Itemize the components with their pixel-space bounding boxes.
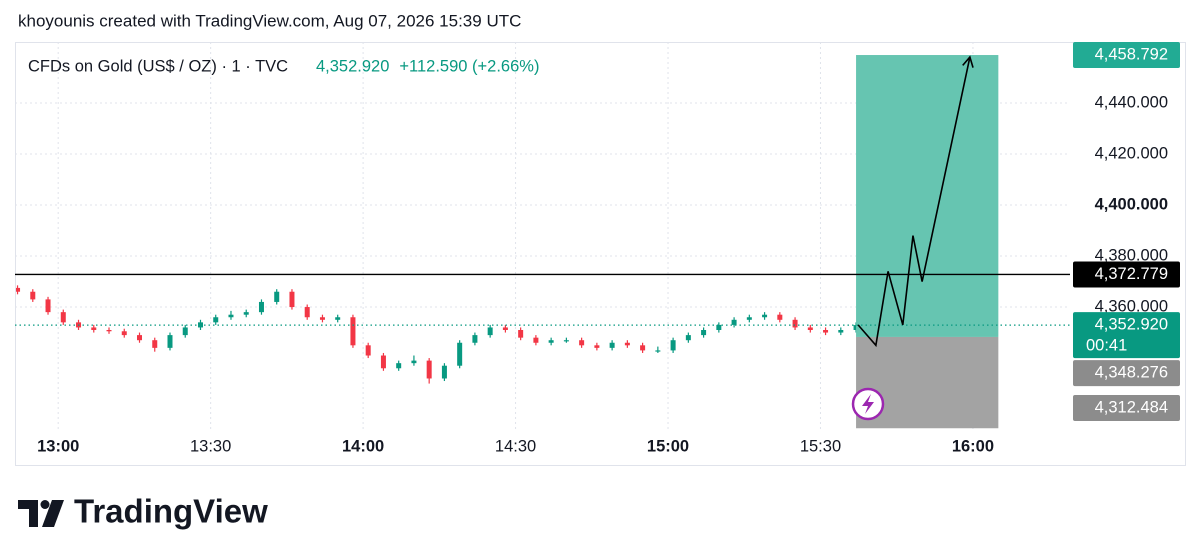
projection-path	[857, 56, 971, 348]
candle-body	[563, 340, 569, 342]
candle-body	[380, 355, 386, 369]
candle-body	[91, 327, 97, 331]
chart-frame	[15, 42, 1186, 466]
y-tick-label: 4,380.000	[1095, 246, 1168, 264]
y-tick-label: 4,420.000	[1095, 144, 1168, 162]
candle-body	[289, 291, 295, 308]
candle-body	[838, 330, 844, 333]
candle-body	[45, 299, 51, 313]
candle-body	[624, 342, 630, 346]
candle-body	[319, 317, 325, 320]
candle-body	[502, 327, 508, 331]
price-label: 4,372.779	[1095, 265, 1168, 283]
x-tick-label: 16:00	[952, 437, 994, 455]
candle-body	[792, 319, 798, 328]
candle-body	[594, 345, 600, 348]
logo-seven	[18, 500, 38, 527]
y-tick-label: 4,400.000	[1095, 195, 1168, 213]
projection-arrowhead	[962, 55, 974, 68]
candle-body	[640, 345, 646, 351]
price-label-box	[1073, 261, 1180, 288]
price-change: +112.590 (+2.66%)	[399, 57, 539, 75]
price-label: 4,312.484	[1095, 398, 1168, 416]
candle-body	[426, 360, 432, 379]
candle-body	[350, 317, 356, 346]
candle-body	[182, 327, 188, 336]
candle-body	[731, 319, 737, 325]
candle-body	[533, 337, 539, 343]
candle-body	[685, 335, 691, 341]
candle-body	[258, 301, 264, 313]
x-tick-label: 13:30	[190, 437, 231, 455]
candle-body	[16, 287, 21, 292]
candle-body	[213, 317, 219, 323]
header-title: khoyounis created with TradingView.com, …	[18, 11, 521, 30]
candle-body	[701, 330, 707, 336]
candle-body	[746, 317, 752, 320]
brand-logo	[18, 500, 64, 527]
candle-body	[396, 363, 402, 369]
candle-body	[60, 312, 66, 323]
candle-body	[457, 342, 463, 366]
candle-body	[518, 330, 524, 338]
price-label-box	[1073, 395, 1180, 421]
candle-body	[579, 340, 585, 346]
alert-icon	[851, 387, 885, 421]
candle-body	[106, 330, 112, 332]
candle-body	[472, 335, 478, 343]
price-label: 4,348.276	[1095, 363, 1168, 381]
price-label-box	[1073, 360, 1180, 387]
candle-body	[777, 314, 783, 320]
price-label-box	[1073, 312, 1180, 359]
candle-body	[716, 324, 722, 331]
x-tick-label: 15:30	[800, 437, 841, 455]
candle-body	[411, 360, 417, 364]
logo-slash	[42, 500, 64, 527]
candle-body	[670, 340, 676, 351]
candle-body	[807, 327, 813, 331]
x-tick-label: 14:30	[495, 437, 536, 455]
candle-body	[365, 345, 371, 356]
candle-body	[655, 350, 661, 352]
symbol-title: CFDs on Gold (US$ / OZ) · 1 · TVC	[28, 57, 288, 75]
candle-body	[335, 317, 341, 320]
price-axis: 4,360.000 4,380.000 4,400.000 4,420.000 4,44…	[1073, 42, 1180, 421]
candle-body	[121, 331, 127, 336]
x-tick-label: 13:00	[37, 437, 79, 455]
y-tick-label: 4,360.000	[1095, 297, 1168, 315]
candle-body	[137, 335, 143, 341]
candle-body	[304, 307, 310, 318]
candle-body	[274, 291, 280, 302]
y-tick-label: 4,440.000	[1095, 93, 1168, 111]
brand-name: TradingView	[74, 493, 268, 530]
candle-body	[823, 330, 829, 333]
candle-body	[487, 327, 493, 336]
price-label-box	[1073, 42, 1180, 69]
price-label: 4,352.920	[1095, 315, 1168, 333]
candle-body	[548, 340, 554, 343]
logo-dot	[40, 500, 50, 509]
x-tick-label: 15:00	[647, 437, 689, 455]
candle-body	[167, 335, 173, 348]
x-tick-label: 14:00	[342, 437, 384, 455]
candle-body	[762, 314, 768, 318]
grid: 13:00 13:30 14:00 14:30 15:00 15:30 16:00	[15, 42, 1070, 455]
candle-body	[609, 342, 615, 348]
candle-body	[228, 314, 234, 318]
last-price: 4,352.920	[316, 57, 389, 75]
candle-body	[152, 340, 158, 348]
price-label: 4,458.792	[1095, 45, 1168, 63]
alert-bolt	[862, 394, 874, 414]
candle-body	[30, 291, 36, 300]
countdown: 00:41	[1086, 336, 1127, 354]
candle-body	[243, 312, 249, 315]
profit-zone	[856, 55, 999, 337]
candle-body	[441, 365, 447, 379]
